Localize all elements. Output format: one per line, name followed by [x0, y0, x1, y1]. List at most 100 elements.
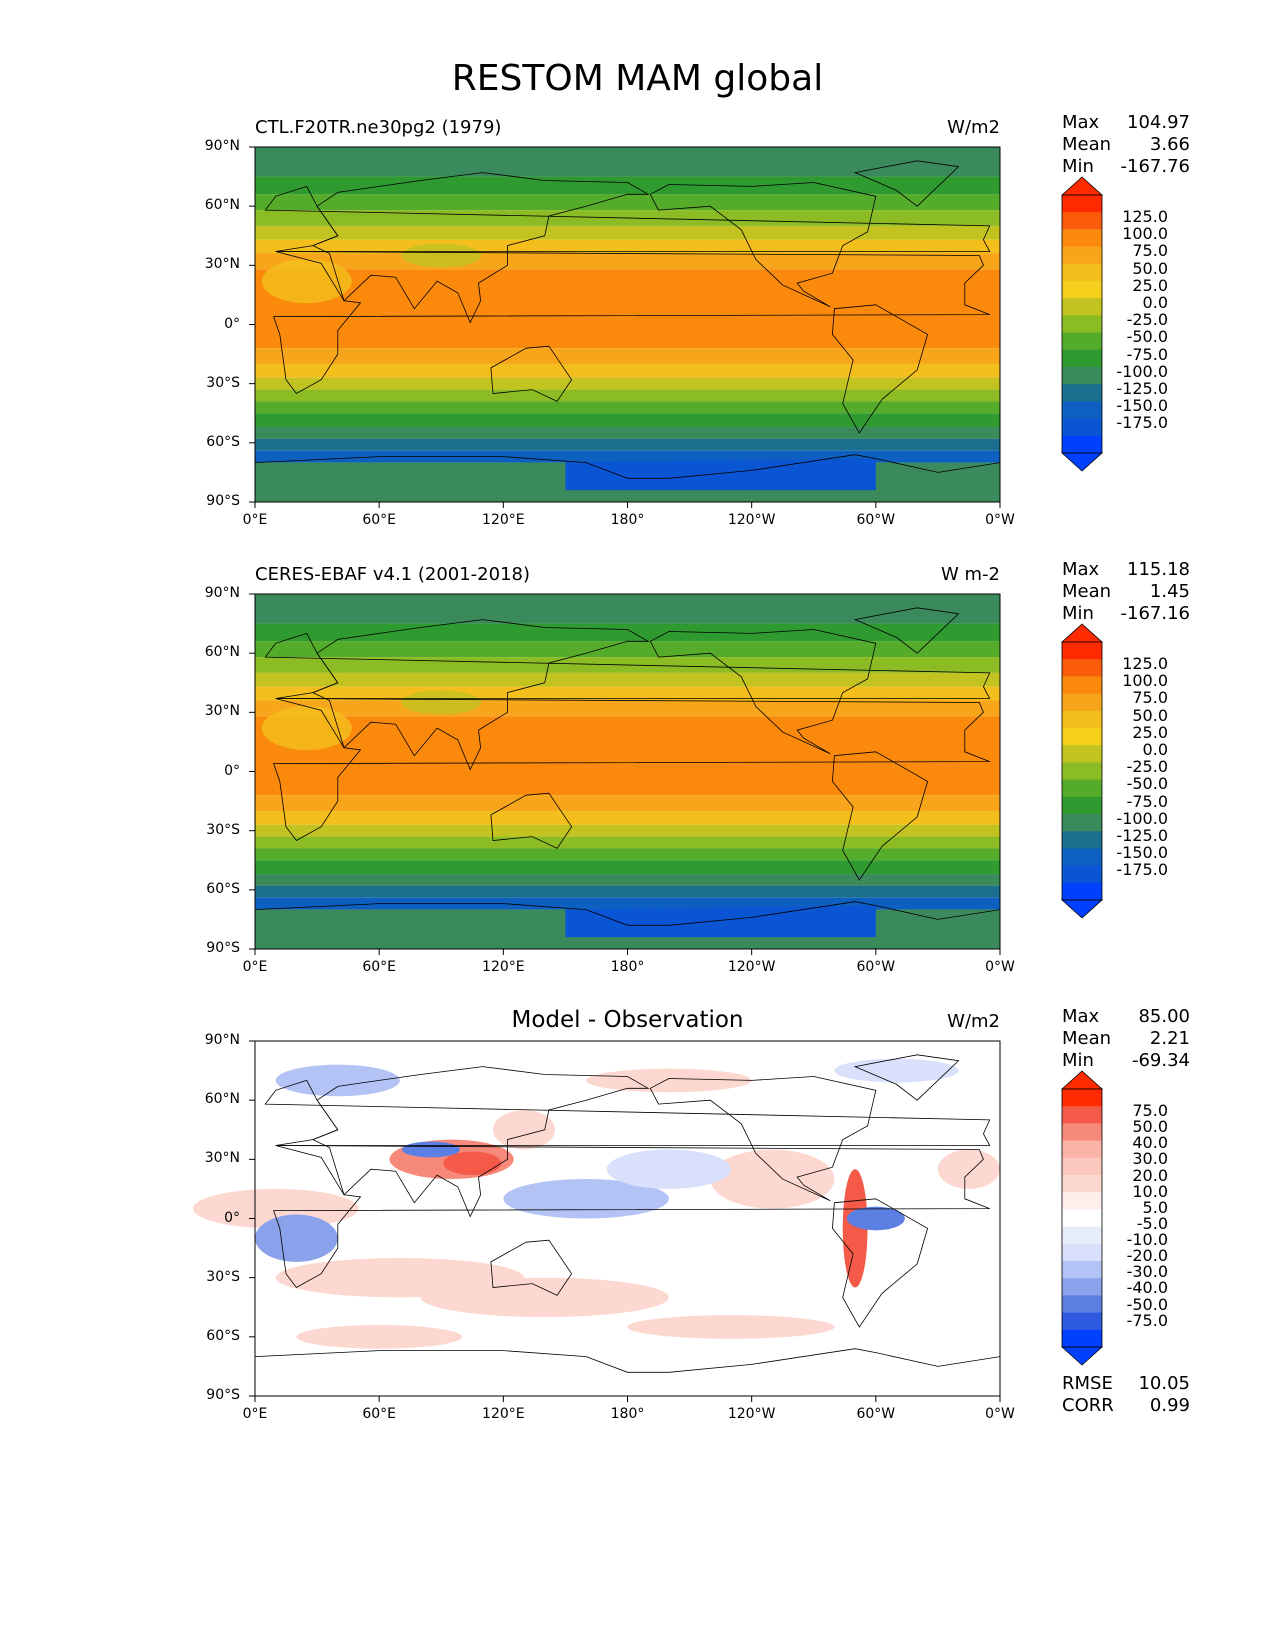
colorbar-label: -75.0 [1126, 344, 1168, 364]
field-band [255, 716, 1000, 796]
coastline-south-america [831, 304, 929, 434]
difference-blob [255, 1214, 338, 1262]
stat-value: 3.66 [1149, 134, 1190, 155]
stat-row: Mean 2.21 [1062, 1028, 1190, 1050]
field-band [255, 874, 1000, 886]
lon-label: 0°E [242, 512, 268, 528]
map-frame-1 [249, 593, 1001, 955]
colorbar-label: -25.0 [1126, 757, 1168, 777]
stat-row: Max 115.18 [1062, 559, 1190, 581]
tibet-patch [401, 690, 482, 715]
coastline-south-america [831, 751, 929, 881]
lon-label: 120°E [482, 959, 525, 975]
colorbar-label: 125.0 [1122, 207, 1168, 226]
lat-label: 90°N [204, 138, 240, 154]
stat-value: 104.97 [1127, 112, 1190, 133]
lon-label: 180° [610, 1406, 645, 1422]
field-band [255, 824, 1000, 837]
colorbar-label: 0.0 [1142, 293, 1168, 312]
colorbar-segment [1062, 384, 1102, 402]
stat-value: -167.16 [1120, 603, 1190, 624]
colorbar-segment [1062, 762, 1102, 781]
colorbar-segment [1062, 1312, 1102, 1331]
field-band [255, 795, 1000, 811]
colorbar-label: 10.0 [1132, 1181, 1168, 1201]
lat-label: 30°S [206, 821, 240, 838]
colorbar-label: 5.0 [1142, 1197, 1168, 1217]
colorbar-segment [1062, 814, 1102, 832]
field-band [255, 401, 1000, 414]
colorbar-label: -175.0 [1116, 860, 1168, 880]
colorbar-label: 75.0 [1132, 1101, 1168, 1120]
colorbar-label: -5.0 [1136, 1213, 1168, 1233]
colorbar-segment [1062, 676, 1102, 695]
map-field-0 [255, 147, 1000, 502]
figure-title: RESTOM MAM global [451, 58, 824, 99]
lon-label: 60°W [856, 1406, 896, 1422]
colorbar-label: -40.0 [1126, 1278, 1168, 1298]
field-band [255, 427, 1000, 439]
colorbar-segment [1062, 1226, 1102, 1245]
lon-label: 60°E [362, 1406, 396, 1422]
field-band [255, 672, 1000, 687]
stat-row: Min -167.76 [1062, 156, 1190, 178]
colorbar-segment [1062, 1243, 1102, 1262]
coastline-africa [273, 251, 990, 395]
colorbar-label: -75.0 [1126, 791, 1168, 811]
field-band [255, 860, 1000, 875]
stat-label: Mean [1062, 134, 1112, 155]
colorbar-label: -150.0 [1116, 396, 1168, 416]
stat-value: 85.00 [1138, 1006, 1190, 1027]
lon-label: 60°W [856, 512, 896, 528]
colorbar-max-arrow [1060, 623, 1104, 643]
lon-label: 180° [610, 512, 645, 528]
colorbar-segment [1062, 831, 1102, 849]
colorbar-label: 25.0 [1132, 275, 1168, 295]
colorbar-segment [1062, 298, 1102, 316]
field-band [255, 348, 1000, 364]
coastline-asia [311, 1066, 650, 1218]
difference-blob [606, 1149, 731, 1189]
lon-label: 0°E [242, 1406, 268, 1422]
colorbar-segment [1062, 1329, 1102, 1348]
stat-row: Min -167.16 [1062, 603, 1190, 625]
colorbar-segment [1062, 401, 1102, 420]
colorbar-segment [1062, 1209, 1102, 1228]
lon-label: 120°W [727, 1406, 776, 1422]
sahara-patch [261, 706, 352, 751]
colorbar-segment [1062, 1261, 1102, 1279]
stat-value: 10.05 [1138, 1373, 1190, 1394]
panel-units: W/m2 [947, 117, 1000, 138]
colorbar-label: -20.0 [1126, 1246, 1168, 1266]
panel-stats: Max 104.97 Mean 3.66 Min -167.76 [1062, 112, 1190, 178]
field-band [255, 269, 1000, 349]
lat-label: 90°S [206, 493, 240, 509]
difference-blob [420, 1277, 669, 1318]
colorbar-segment [1062, 332, 1102, 351]
colorbar-segment [1062, 710, 1102, 729]
field-band [255, 848, 1000, 861]
colorbar-label: 50.0 [1132, 705, 1168, 725]
colorbar-segment [1062, 642, 1102, 660]
colorbar-segment [1062, 1123, 1102, 1142]
colorbar-label: -175.0 [1116, 413, 1168, 433]
stat-label: Max [1062, 1006, 1100, 1027]
colorbar-segment [1062, 1192, 1102, 1210]
colorbar-label: 25.0 [1132, 722, 1168, 742]
colorbar-segment [1062, 1106, 1102, 1124]
coastline-asia [311, 172, 650, 324]
colorbar-max-arrow [1060, 176, 1104, 196]
panel-units: W/m2 [947, 1011, 1000, 1032]
colorbar-label: 100.0 [1122, 224, 1168, 244]
stat-label: Min [1062, 603, 1094, 624]
colorbar-label: -75.0 [1126, 1310, 1168, 1330]
lon-label: 180° [610, 959, 645, 975]
colorbar-min-arrow [1060, 452, 1104, 472]
colorbar-segment [1062, 745, 1102, 763]
map-frame-0 [249, 146, 1001, 508]
lon-label: 120°E [482, 1406, 525, 1422]
coastlines-2 [255, 1054, 1000, 1396]
lat-label: 90°S [206, 1387, 240, 1403]
field-band [255, 413, 1000, 428]
